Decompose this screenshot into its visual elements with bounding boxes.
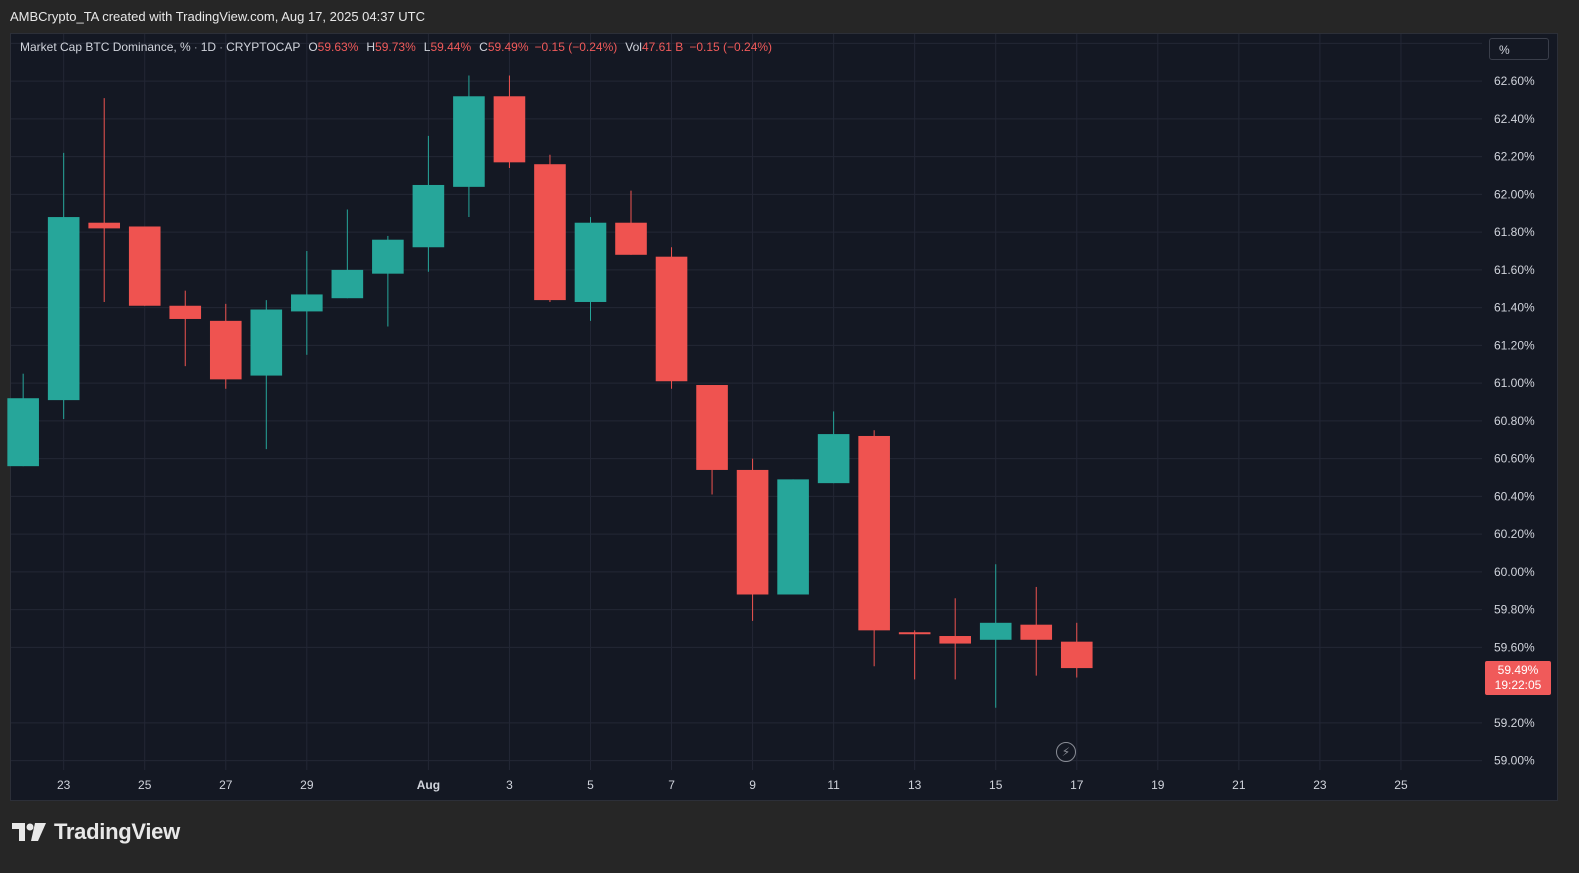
candle-body (88, 222, 121, 229)
x-tick-label: 23 (57, 778, 71, 792)
x-tick-label: 23 (1313, 778, 1327, 792)
lightning-icon[interactable]: ⚡ (1056, 742, 1076, 762)
legend-change: −0.15 (−0.24%) (534, 40, 618, 54)
candle-body (169, 305, 202, 319)
x-tick-label: 19 (1151, 778, 1165, 792)
legend-open-label: O (308, 40, 318, 54)
grid-lines (11, 34, 1482, 770)
candle-body (615, 222, 647, 255)
legend-interval: 1D (200, 40, 217, 54)
candle-body (331, 269, 364, 299)
candle-body (655, 256, 688, 382)
y-tick-label: 61.00% (1494, 376, 1535, 390)
y-tick-label: 60.40% (1494, 489, 1535, 503)
legend-separator: · (193, 40, 198, 54)
y-tick-label: 62.60% (1494, 74, 1535, 88)
legend-vol-label: Vol (625, 40, 642, 54)
candle-body (939, 636, 971, 644)
chart-pane[interactable] (10, 33, 1558, 801)
x-tick-label: 21 (1232, 778, 1246, 792)
y-tick-label: 59.60% (1494, 640, 1535, 654)
x-tick-label: Aug (417, 778, 440, 792)
candle-body (817, 434, 850, 484)
time-axis: 23 25 27 29 Aug 3 5 7 9 11 13 15 17 19 21 23 25 (57, 778, 1408, 792)
candle-body (412, 184, 445, 248)
x-tick-label: 25 (1394, 778, 1408, 792)
x-tick-label: 13 (908, 778, 922, 792)
candle-body (777, 479, 809, 595)
legend-vol-value: 47.61 B (641, 40, 684, 54)
candle-body (1060, 641, 1093, 669)
candle-body (250, 309, 283, 376)
x-tick-label: 15 (989, 778, 1003, 792)
candles (7, 75, 1093, 708)
last-price-badge: 59.49% 19:22:05 (1485, 661, 1551, 695)
x-tick-label: 9 (749, 778, 756, 792)
legend-high-label: H (366, 40, 376, 54)
candle-body (47, 217, 80, 401)
y-tick-label: 60.80% (1494, 414, 1535, 428)
candle-body (128, 226, 161, 306)
candle-body (534, 164, 566, 301)
symbol-legend: Market Cap BTC Dominance, % · 1D · CRYPT… (20, 40, 772, 54)
legend-close-value: 59.49% (487, 40, 529, 54)
y-tick-label: 61.40% (1494, 301, 1535, 315)
x-tick-label: 7 (668, 778, 675, 792)
candle-body (979, 622, 1012, 640)
legend-high-value: 59.73% (375, 40, 416, 54)
y-tick-label: 60.20% (1494, 527, 1535, 541)
legend-separator: · (219, 40, 224, 54)
legend-close-label: C (479, 40, 488, 54)
legend-open-value: 59.63% (317, 40, 359, 54)
y-tick-label: 59.80% (1494, 603, 1535, 617)
x-tick-label: 25 (138, 778, 152, 792)
candle-body (453, 96, 485, 187)
x-tick-label: 17 (1070, 778, 1084, 792)
candle-body (209, 320, 242, 380)
x-tick-label: 29 (300, 778, 314, 792)
legend-low-value: 59.44% (430, 40, 472, 54)
y-tick-label: 60.00% (1494, 565, 1535, 579)
y-tick-label: 59.20% (1494, 716, 1535, 730)
candle-body (291, 294, 323, 312)
candle-body (372, 239, 404, 274)
x-tick-label: 3 (506, 778, 513, 792)
y-tick-label: 62.20% (1494, 150, 1535, 164)
candle-body (858, 435, 890, 631)
x-tick-label: 5 (587, 778, 594, 792)
y-tick-label: 61.80% (1494, 225, 1535, 239)
legend-low-label: L (423, 40, 431, 54)
tradingview-brand[interactable]: TradingView (12, 819, 180, 845)
legend-vol-change: −0.15 (−0.24%) (689, 40, 773, 54)
y-tick-label: 62.00% (1494, 187, 1535, 201)
brand-name: TradingView (54, 819, 180, 844)
last-price-value: 59.49% (1497, 663, 1539, 677)
percent-scale-button[interactable]: % (1489, 38, 1549, 60)
legend-symbol: Market Cap BTC Dominance, % (20, 40, 191, 54)
y-tick-label: 61.20% (1494, 338, 1535, 352)
candle-body (574, 222, 607, 302)
price-axis: 62.80%62.60%62.40%62.20%62.00%61.80%61.6… (1494, 36, 1535, 767)
tradingview-logo-icon (12, 823, 46, 841)
bar-countdown: 19:22:05 (1494, 678, 1542, 692)
y-tick-label: 59.00% (1494, 754, 1535, 768)
chart-caption: AMBCrypto_TA created with TradingView.co… (10, 9, 426, 24)
candle-body (736, 469, 769, 595)
x-tick-label: 11 (827, 778, 840, 792)
candle-body (696, 385, 728, 470)
x-tick-label: 27 (219, 778, 233, 792)
y-tick-label: 60.60% (1494, 452, 1535, 466)
candle-body (493, 96, 526, 163)
candle-body (898, 632, 931, 635)
candle-body (1020, 624, 1053, 640)
legend-exchange: CRYPTOCAP (226, 40, 301, 54)
y-tick-label: 61.60% (1494, 263, 1535, 277)
y-tick-label: 62.40% (1494, 112, 1535, 126)
candle-body (7, 398, 39, 467)
